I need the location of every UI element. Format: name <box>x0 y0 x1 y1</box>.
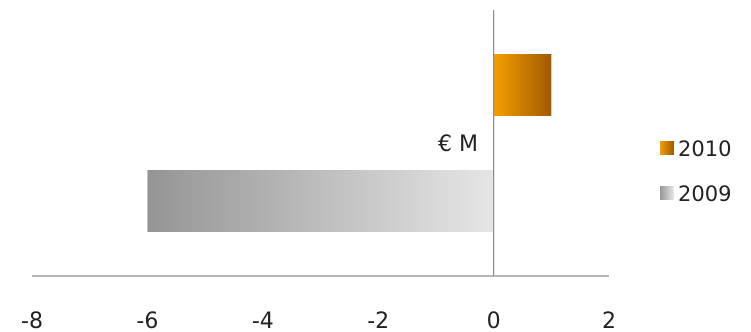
x-tick-label: -6 <box>136 309 158 332</box>
x-axis-tick-labels: -8 -6 -4 -2 0 2 <box>21 309 616 332</box>
bar-2010 <box>493 54 552 116</box>
legend-swatch-2009 <box>660 186 674 200</box>
legend-label-2009: 2009 <box>678 182 731 206</box>
x-tick-label: -2 <box>367 309 389 332</box>
x-tick-label: 0 <box>487 309 501 332</box>
x-tick-label: 2 <box>602 309 616 332</box>
unit-label: € M <box>438 132 478 157</box>
bars-layer <box>147 54 552 232</box>
legend-label-2010: 2010 <box>678 137 731 161</box>
bar-2009 <box>147 170 494 232</box>
x-tick-label: -8 <box>21 309 43 332</box>
x-tick-label: -4 <box>252 309 274 332</box>
legend-swatch-2010 <box>660 141 674 155</box>
legend: 2010 2009 <box>660 137 731 206</box>
